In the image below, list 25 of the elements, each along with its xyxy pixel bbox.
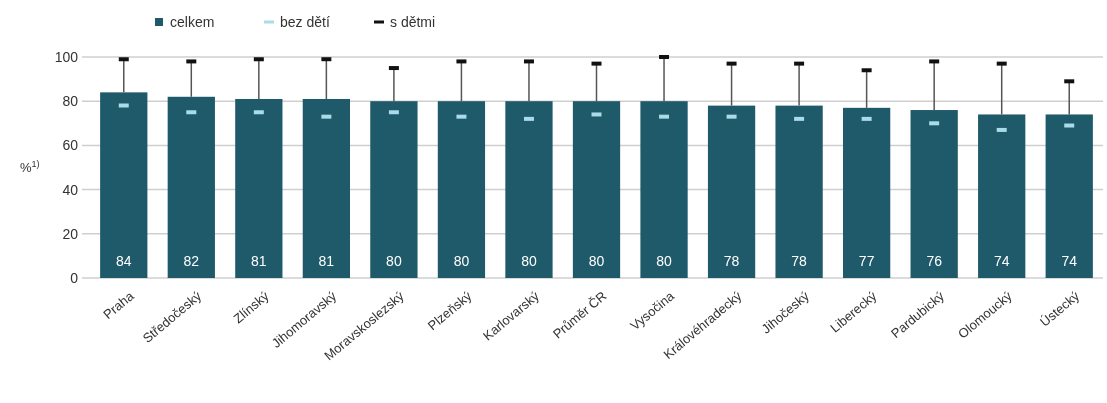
data-label: 80 <box>588 253 605 269</box>
data-label: 81 <box>251 253 267 269</box>
data-label: 80 <box>656 253 673 269</box>
data-label: 82 <box>183 253 200 269</box>
y-tick-label: 60 <box>62 137 79 154</box>
data-label: 80 <box>521 253 537 269</box>
data-label: 78 <box>723 253 740 269</box>
y-tick-label: 100 <box>54 48 79 65</box>
legend-label: s dětmi <box>390 13 436 30</box>
data-label: 76 <box>926 253 943 269</box>
legend-label: celkem <box>170 13 215 30</box>
data-label: 80 <box>453 253 470 269</box>
y-tick-label: 0 <box>70 269 79 286</box>
data-label: 81 <box>318 253 335 269</box>
legend-label: bez dětí <box>280 13 330 30</box>
data-label: 78 <box>791 253 808 269</box>
data-label: 74 <box>1061 253 1078 269</box>
data-label: 84 <box>115 253 132 269</box>
data-label: 74 <box>993 253 1010 269</box>
data-label: 77 <box>858 253 875 269</box>
y-axis-title: %$^{1)}$ <box>20 159 40 176</box>
data-label: 80 <box>386 253 402 269</box>
y-tick-label: 20 <box>62 225 79 242</box>
y-tick-label: 40 <box>62 181 79 198</box>
y-tick-label: 80 <box>62 93 79 110</box>
